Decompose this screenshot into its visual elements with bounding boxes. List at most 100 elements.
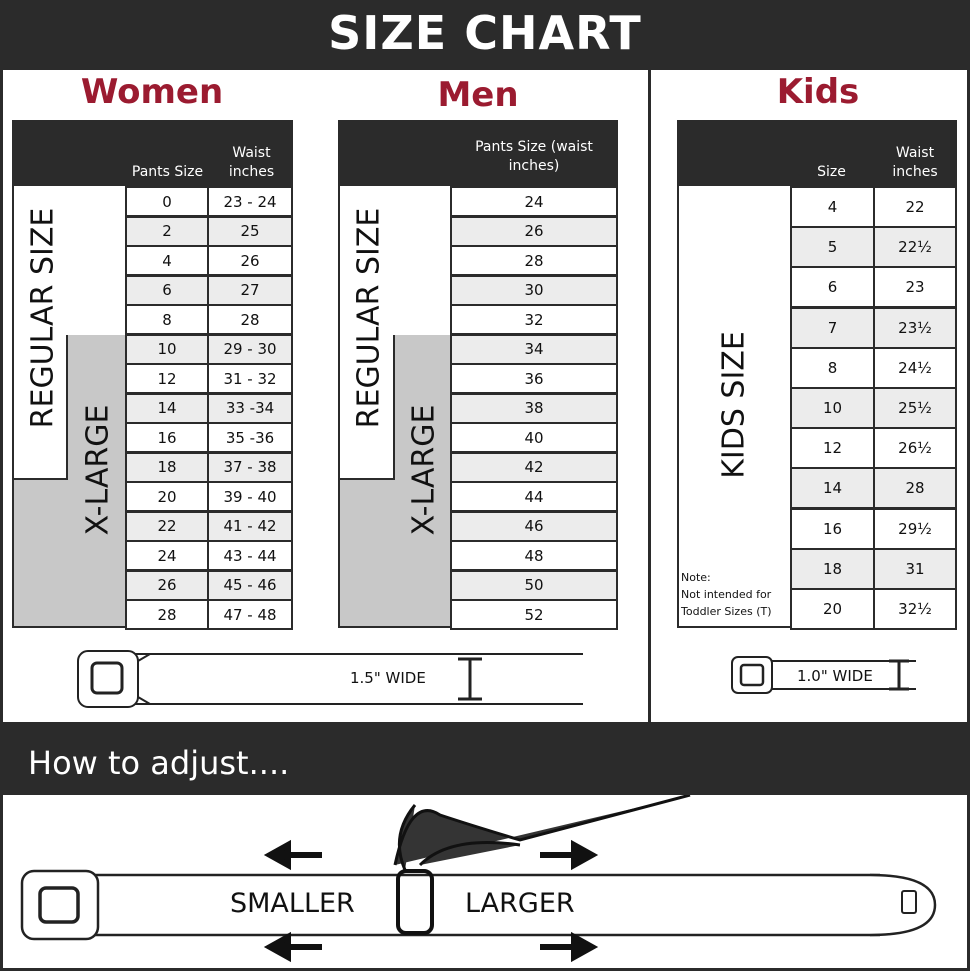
belt-tip-icon [901,890,917,914]
belt-1-5-illustration [77,650,583,708]
women-waist-cell: 31 - 32 [207,363,293,394]
kids-waist-cell: 23 [873,266,957,309]
men-pants-size-cell: 32 [450,304,618,335]
men-col-pants-size: Pants Size (waist inches) [475,139,593,174]
women-waist-cell: 41 - 42 [207,510,293,542]
men-pants-size-cell: 38 [450,392,618,424]
arrow-right-icon [540,839,599,871]
kids-waist-cell: 31 [873,547,957,590]
belt-width-label-adult: 1.5" WIDE [350,669,426,687]
women-waist-cell: 26 [207,245,293,276]
kids-size-label: KIDS SIZE [716,331,752,479]
women-pants-size-cell: 10 [125,333,209,365]
women-pants-size-cell: 2 [125,215,209,247]
kids-waist-cell: 22 [873,186,957,228]
arrow-right-icon [540,931,599,963]
kids-header: Size Waist inches [677,120,957,186]
kids-waist-cell: 32½ [873,588,957,630]
kids-waist-cell: 28 [873,467,957,510]
men-pants-size-cell: 26 [450,215,618,247]
women-pants-size-cell: 4 [125,245,209,276]
women-header: Pants Size Waist inches [12,120,293,186]
women-xlarge-label: X-LARGE [80,404,116,536]
women-col-waist: Waist inches [228,145,275,180]
women-waist-cell: 28 [207,304,293,335]
women-pants-size-cell: 20 [125,481,209,512]
kids-size-cell: 10 [790,387,875,429]
kids-size-cell: 5 [790,226,875,269]
women-waist-cell: 39 - 40 [207,481,293,512]
kids-waist-cell: 25½ [873,387,957,429]
men-pants-size-cell: 28 [450,245,618,276]
women-waist-cell: 35 -36 [207,422,293,453]
men-pants-size-cell: 46 [450,510,618,542]
kids-size-cell: 7 [790,306,875,349]
kids-size-cell: 18 [790,547,875,590]
women-waist-cell: 37 - 38 [207,451,293,483]
note-title: Note: [681,571,711,584]
kids-size-cell: 12 [790,427,875,470]
women-waist-cell: 29 - 30 [207,333,293,365]
men-pants-size-cell: 34 [450,333,618,365]
kids-size-cell: 20 [790,588,875,630]
women-pants-size-cell: 12 [125,363,209,394]
women-regular-size-label: REGULAR SIZE [25,207,61,429]
men-pants-size-cell: 42 [450,451,618,483]
men-pants-size-cell: 44 [450,481,618,512]
men-pants-size-cell: 24 [450,186,618,217]
smaller-label: SMALLER [230,888,355,919]
how-to-adjust-heading: How to adjust.... [0,722,970,795]
women-pants-size-cell: 0 [125,186,209,217]
kids-size-cell: 14 [790,467,875,510]
women-pants-size-cell: 6 [125,274,209,306]
kids-waist-cell: 29½ [873,507,957,550]
slider-loop-icon [396,869,434,935]
women-pants-size-cell: 16 [125,422,209,453]
kids-title: Kids [776,72,860,112]
women-pants-size-cell: 26 [125,569,209,601]
larger-label: LARGER [465,888,575,919]
women-waist-cell: 43 - 44 [207,540,293,571]
men-pants-size-cell: 30 [450,274,618,306]
women-pants-size-cell: 8 [125,304,209,335]
women-pants-size-cell: 24 [125,540,209,571]
men-pants-size-cell: 52 [450,599,618,630]
adjust-panel [0,795,970,971]
women-pants-size-cell: 14 [125,392,209,424]
note-text: Not intended for Toddler Sizes (T) [681,588,772,618]
kids-note: Note: Not intended for Toddler Sizes (T) [681,569,789,620]
belt-1-0-illustration [731,656,916,694]
women-pants-size-cell: 22 [125,510,209,542]
adjust-illustration [20,795,937,963]
kids-size-cell: 6 [790,266,875,309]
women-pants-size-cell: 18 [125,451,209,483]
arrow-left-icon [263,839,322,871]
women-pants-size-cell: 28 [125,599,209,630]
men-pants-size-cell: 50 [450,569,618,601]
page-title: SIZE CHART [0,0,970,70]
men-title: Men [437,75,519,115]
women-col-pants-size: Pants Size [131,164,204,180]
kids-col-waist: Waist inches [892,145,938,180]
women-waist-cell: 45 - 46 [207,569,293,601]
women-waist-cell: 27 [207,274,293,306]
men-regular-size-label: REGULAR SIZE [351,207,387,429]
men-xlarge-label: X-LARGE [406,404,442,536]
women-title: Women [80,72,224,112]
kids-waist-cell: 23½ [873,306,957,349]
kids-waist-cell: 26½ [873,427,957,470]
hand-icon [393,795,691,871]
divider [648,70,651,722]
belt-width-label-kids: 1.0" WIDE [797,667,873,685]
women-waist-cell: 23 - 24 [207,186,293,217]
men-pants-size-cell: 36 [450,363,618,394]
women-waist-cell: 25 [207,215,293,247]
kids-size-cell: 8 [790,346,875,389]
kids-col-size: Size [817,164,846,180]
kids-size-cell: 4 [790,186,875,228]
arrow-left-icon [263,931,322,963]
kids-waist-cell: 22½ [873,226,957,269]
women-waist-cell: 47 - 48 [207,599,293,630]
men-pants-size-cell: 40 [450,422,618,453]
kids-waist-cell: 24½ [873,346,957,389]
